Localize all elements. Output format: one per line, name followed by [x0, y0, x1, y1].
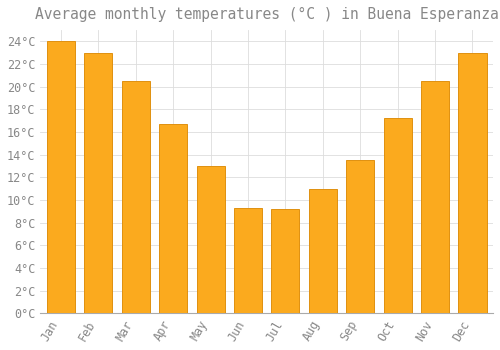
Bar [84, 53, 112, 313]
Title: Average monthly temperatures (°C ) in Buena Esperanza: Average monthly temperatures (°C ) in Bu… [35, 7, 498, 22]
Bar [384, 118, 411, 313]
Bar [346, 160, 374, 313]
Bar [122, 81, 150, 313]
Bar [234, 208, 262, 313]
Bar [159, 124, 187, 313]
Bar [309, 189, 337, 313]
Bar [47, 41, 75, 313]
Bar [196, 166, 224, 313]
Bar [458, 53, 486, 313]
Bar [421, 81, 449, 313]
Bar [272, 209, 299, 313]
